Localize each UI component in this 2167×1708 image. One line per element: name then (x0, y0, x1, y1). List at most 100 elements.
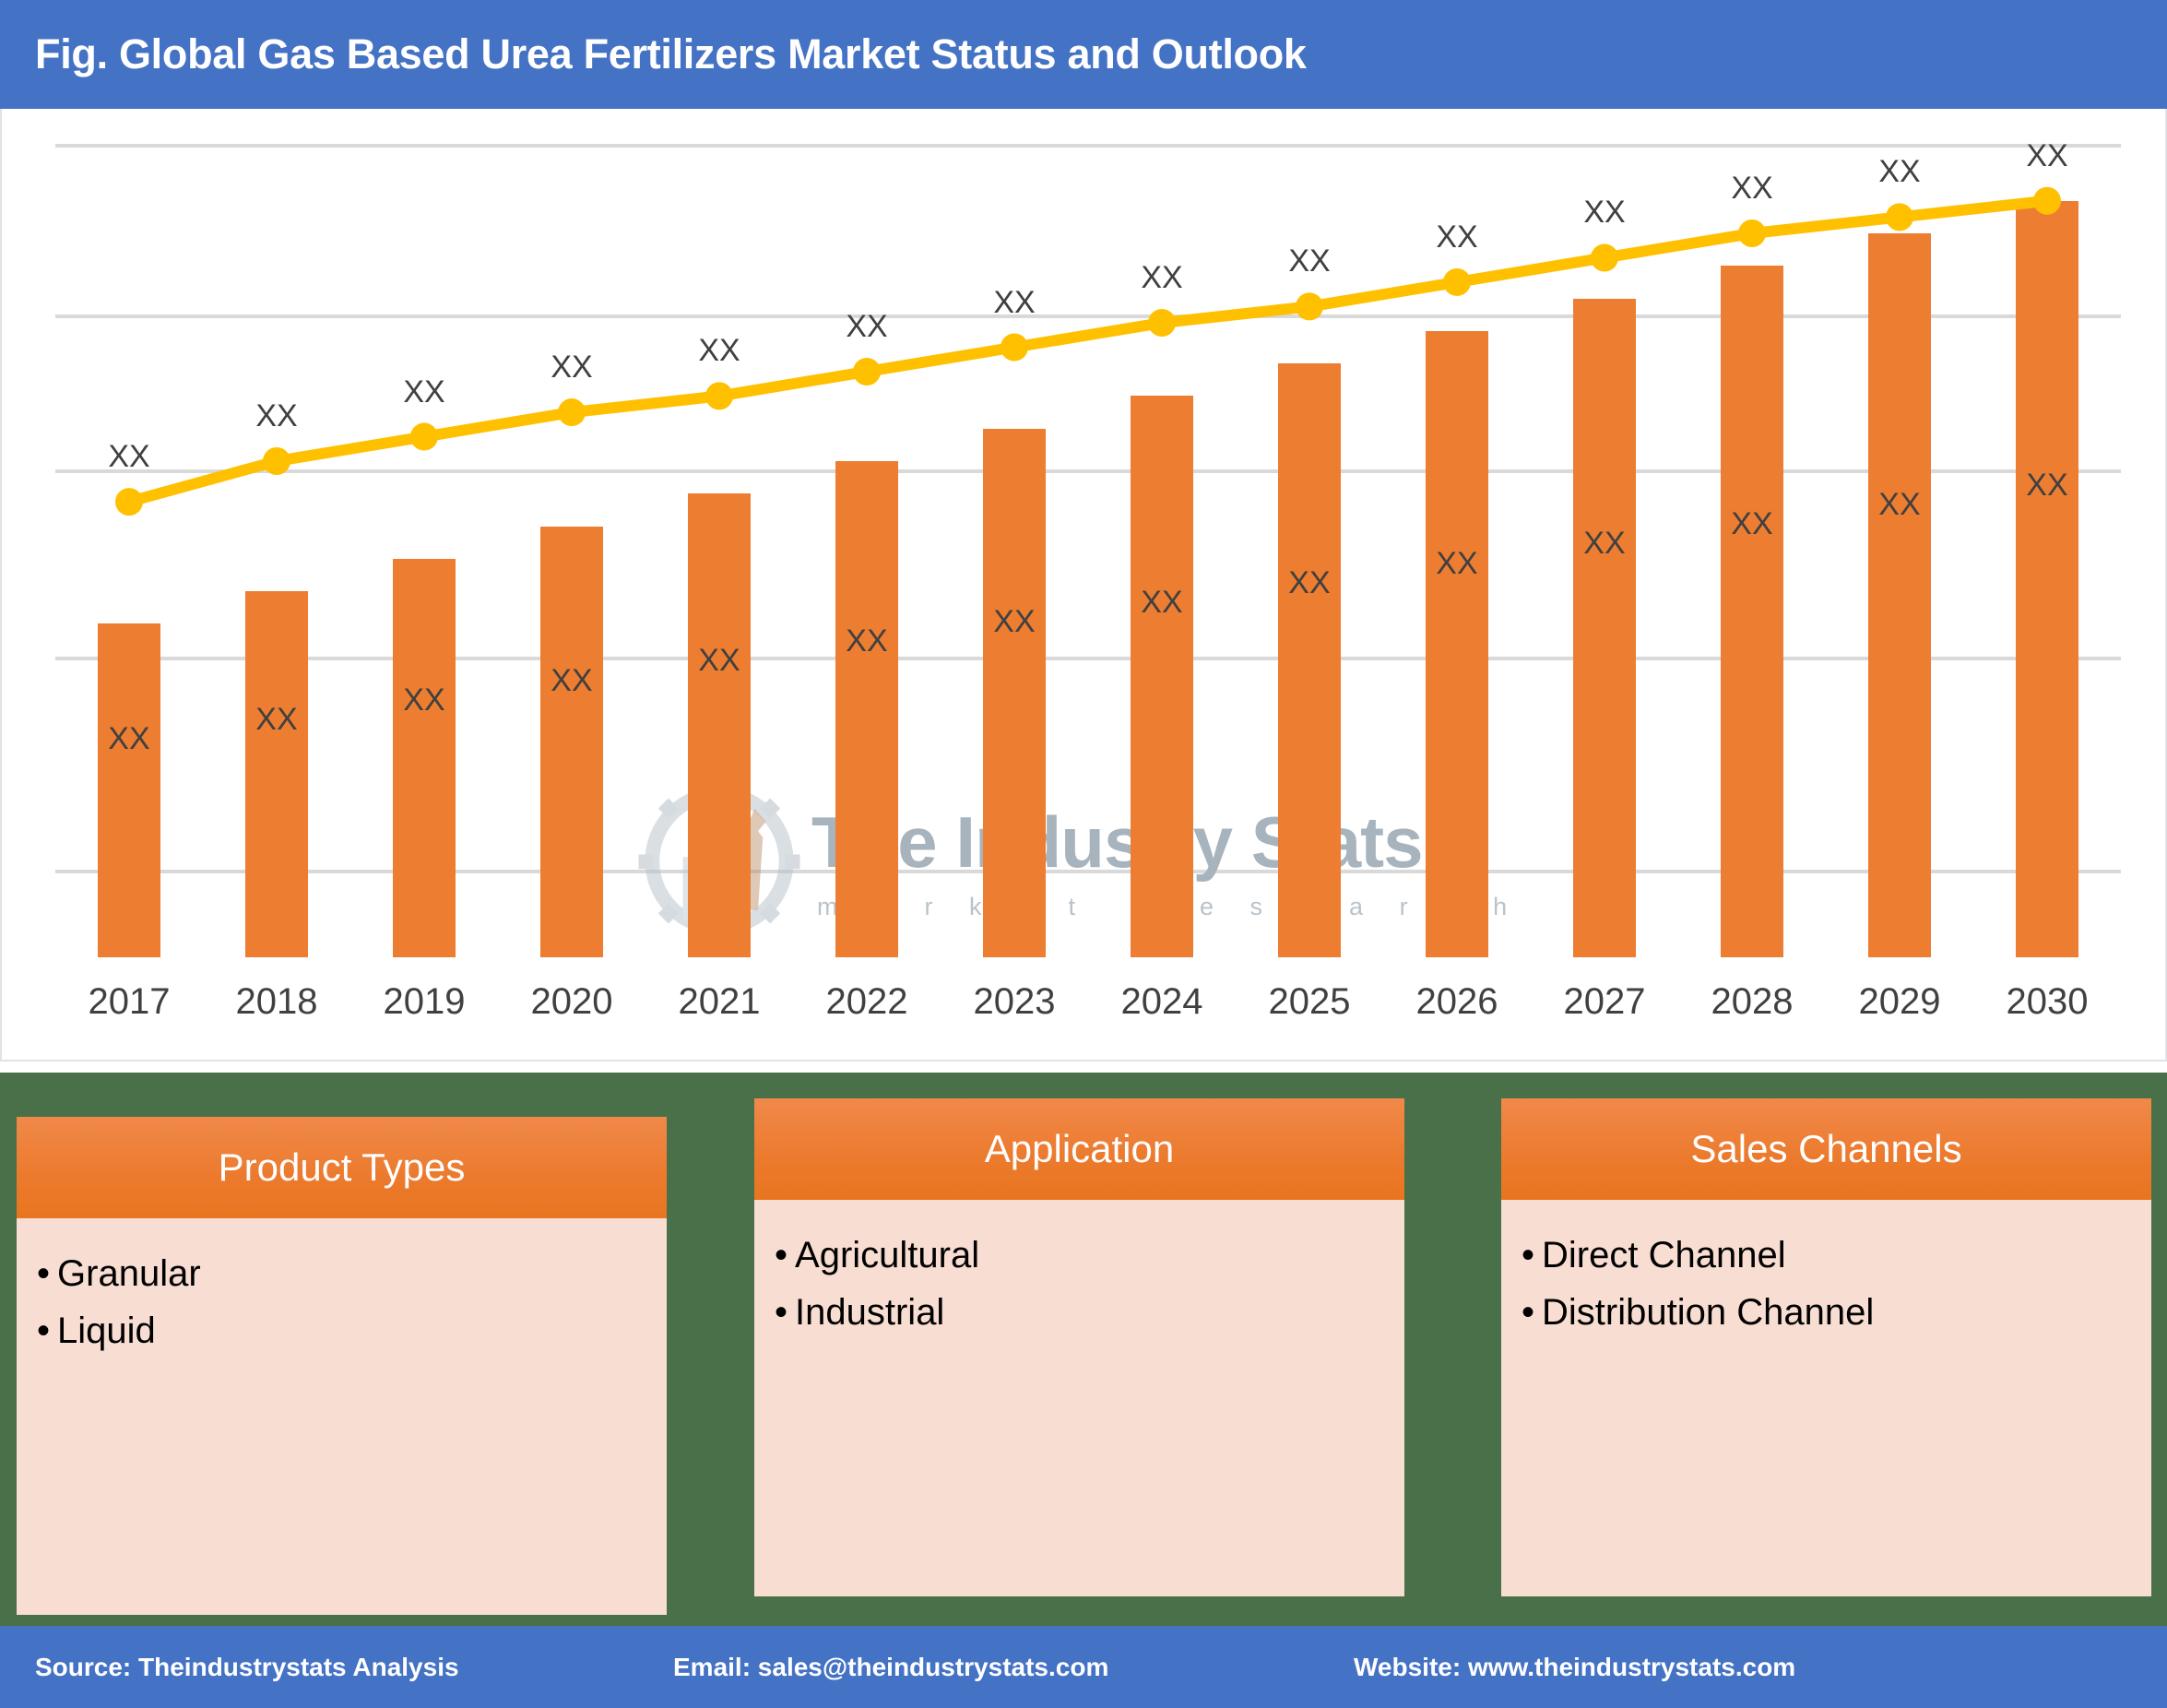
bar-rect (1131, 396, 1193, 957)
line-value-label: XX (2026, 137, 2068, 173)
gridline (55, 657, 2121, 660)
bar-rect (540, 526, 603, 957)
list-item: Distribution Channel (1522, 1294, 2151, 1331)
line-value-label: XX (1583, 195, 1626, 231)
bar-value-label: XX (846, 623, 888, 659)
x-axis-label-2018: 2018 (235, 981, 318, 1022)
line-marker-2017 (115, 488, 143, 516)
bar-rect (1721, 266, 1783, 957)
gridline (55, 870, 2121, 873)
line-value-label: XX (551, 350, 593, 385)
gridline (55, 144, 2121, 148)
line-marker-2018 (263, 446, 290, 475)
list-item: Granular (37, 1255, 667, 1292)
segment-card-header: Sales Channels (1501, 1098, 2151, 1200)
line-marker-2030 (2033, 186, 2061, 215)
header-bar: Fig. Global Gas Based Urea Fertilizers M… (0, 0, 2167, 109)
bar-2025: XX (1278, 363, 1341, 957)
line-marker-2026 (1443, 267, 1471, 296)
bar-rect (1426, 330, 1488, 957)
line-marker-2029 (1886, 203, 1913, 231)
line-value-label: XX (403, 374, 445, 409)
x-axis-label-2023: 2023 (973, 981, 1056, 1022)
segment-card-body: Direct Channel Distribution Channel (1501, 1200, 2151, 1596)
x-axis-label-2024: 2024 (1120, 981, 1203, 1022)
list-item: Liquid (37, 1312, 667, 1349)
bar-value-label: XX (1436, 545, 1478, 581)
bar-2019: XX (393, 558, 456, 957)
x-axis-label-2030: 2030 (2006, 981, 2089, 1022)
line-series (115, 186, 2061, 516)
x-axis-label-2027: 2027 (1563, 981, 1646, 1022)
bar-2028: XX (1721, 266, 1783, 957)
footer-website: Website: www.theindustrystats.com (1354, 1652, 1796, 1681)
bar-rect (1573, 298, 1636, 957)
line-value-label: XX (108, 439, 150, 475)
gridline (55, 469, 2121, 473)
x-axis-label-2028: 2028 (1711, 981, 1794, 1022)
line-marker-2021 (705, 382, 733, 410)
line-marker-2028 (1738, 219, 1766, 248)
bar-value-label: XX (993, 604, 1036, 640)
segment-card-title: Product Types (218, 1145, 466, 1189)
line-marker-2020 (558, 398, 586, 427)
footer-bar: Source: Theindustrystats Analysis Email:… (0, 1626, 2167, 1708)
bar-value-label: XX (698, 643, 740, 679)
segment-card-body: Granular Liquid (17, 1218, 667, 1615)
bar-2023: XX (983, 428, 1046, 957)
line-marker-2022 (853, 357, 881, 385)
segment-card-application: Application Agricultural Industrial (754, 1098, 1404, 1596)
bar-2027: XX (1573, 298, 1636, 957)
segment-card-title: Application (984, 1127, 1175, 1170)
bar-value-label: XX (403, 682, 445, 718)
bar-2022: XX (835, 460, 898, 957)
bar-2020: XX (540, 526, 603, 957)
gridline (55, 314, 2121, 318)
bar-rect (983, 428, 1046, 957)
bar-rect (245, 591, 308, 957)
segment-card-product-types: Product Types Granular Liquid (17, 1117, 667, 1615)
growth-line-path (124, 195, 2053, 508)
bar-value-label: XX (108, 721, 150, 757)
bar-value-label: XX (2026, 467, 2068, 503)
segment-card-header: Product Types (17, 1117, 667, 1218)
bar-rect (1278, 363, 1341, 957)
bar-value-label: XX (1731, 506, 1773, 542)
bar-value-label: XX (255, 701, 298, 737)
x-axis: 2017 2018 2019 2020 2021 2022 2023 2024 2025 2026… (55, 981, 2121, 1038)
line-marker-2019 (410, 422, 438, 451)
bar-2017: XX (98, 623, 160, 957)
plot-area: The Industry Stats m a r k e t r e s e a… (55, 138, 2121, 957)
list-item: Agricultural (775, 1237, 1404, 1274)
bar-2024: XX (1131, 396, 1193, 957)
x-axis-label-2017: 2017 (88, 981, 171, 1022)
segment-card-title: Sales Channels (1690, 1127, 1962, 1170)
line-marker-2023 (1001, 333, 1028, 362)
x-axis-label-2026: 2026 (1415, 981, 1498, 1022)
line-value-label: XX (1731, 171, 1773, 207)
line-value-label: XX (1878, 154, 1921, 190)
bar-value-label: XX (1878, 487, 1921, 523)
bar-value-label: XX (1583, 526, 1626, 562)
line-marker-2025 (1296, 292, 1323, 321)
footer-email: Email: sales@theindustrystats.com (673, 1652, 1109, 1681)
list-item: Industrial (775, 1294, 1404, 1331)
x-axis-label-2025: 2025 (1268, 981, 1351, 1022)
bar-2026: XX (1426, 330, 1488, 957)
segment-card-header: Application (754, 1098, 1404, 1200)
line-value-label: XX (993, 284, 1036, 320)
page-title: Fig. Global Gas Based Urea Fertilizers M… (35, 30, 1307, 77)
segment-card-body: Agricultural Industrial (754, 1200, 1404, 1596)
chart-container: The Industry Stats m a r k e t r e s e a… (0, 109, 2167, 1109)
bar-rect (835, 460, 898, 957)
x-axis-label-2019: 2019 (383, 981, 466, 1022)
line-value-label: XX (698, 333, 740, 369)
line-value-label: XX (255, 397, 298, 433)
segments-panel: Product Types Granular Liquid Applicatio… (0, 1073, 2167, 1626)
line-value-label: XX (1141, 260, 1183, 296)
x-axis-label-2021: 2021 (678, 981, 761, 1022)
footer-source: Source: Theindustrystats Analysis (35, 1652, 459, 1681)
bar-rect (98, 623, 160, 957)
bar-value-label: XX (551, 662, 593, 698)
line-marker-2024 (1148, 309, 1176, 338)
